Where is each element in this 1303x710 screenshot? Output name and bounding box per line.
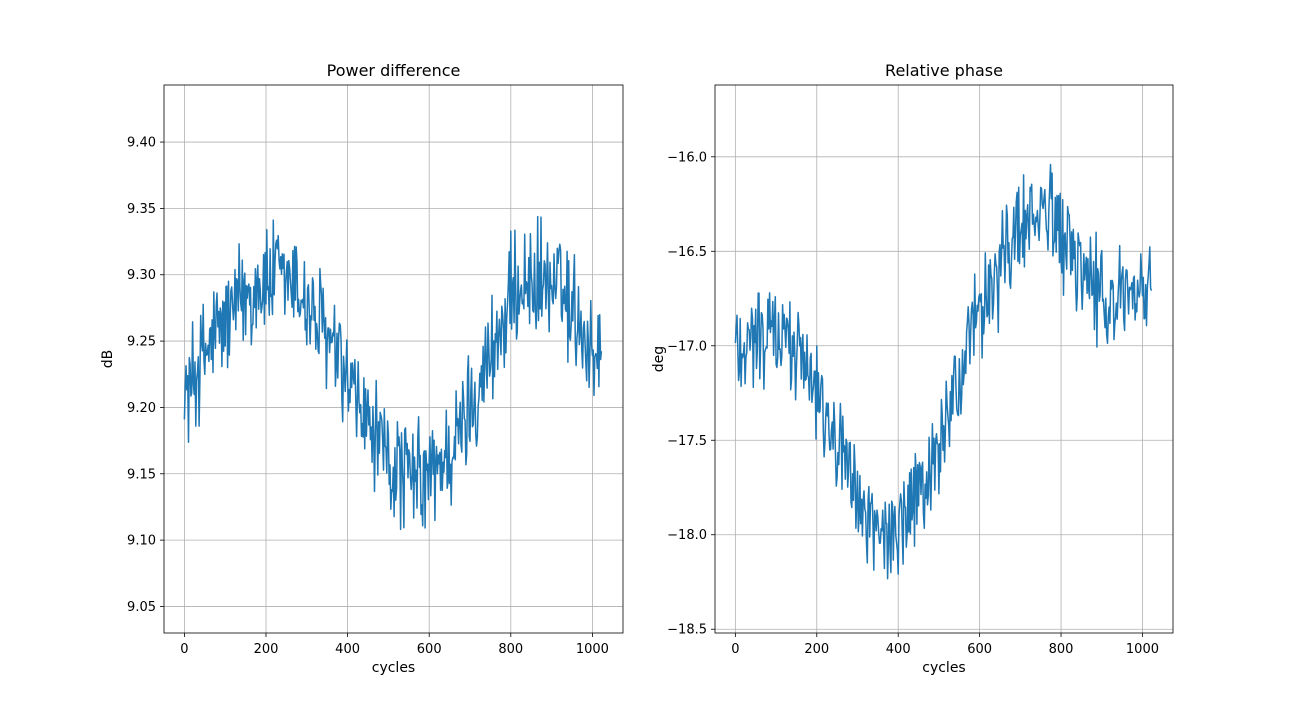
y-tick-label: −18.0 <box>667 528 707 543</box>
y-tick-label: −16.0 <box>667 150 707 165</box>
x-tick-label: 800 <box>498 642 523 657</box>
x-tick-label: 0 <box>180 642 188 657</box>
axes-frame <box>163 84 624 634</box>
y-tick-label: 9.40 <box>127 136 156 151</box>
y-axis-label: dB <box>100 350 116 369</box>
y-tick-label: −18.5 <box>667 623 707 638</box>
data-series-line <box>734 163 1153 580</box>
x-axis-label: cycles <box>922 660 965 676</box>
chart-title: Relative phase <box>885 61 1003 80</box>
y-tick-label: −17.5 <box>667 434 707 449</box>
plot-area <box>183 215 603 531</box>
x-tick-label: 200 <box>804 642 829 657</box>
x-tick-label: 400 <box>886 642 911 657</box>
chart-title: Power difference <box>327 61 461 80</box>
y-tick-label: −16.5 <box>667 245 707 260</box>
power-difference-chart: 0 200 400 600 800 1000 9.05 9.10 9.15 9.20 9.25 9.3… <box>100 61 624 676</box>
y-tick-label: 9.10 <box>127 534 156 549</box>
y-tick-label: 9.15 <box>127 467 156 482</box>
y-tick-label: 9.05 <box>127 600 156 615</box>
plot-area <box>734 163 1153 580</box>
x-axis-label: cycles <box>372 660 415 676</box>
y-tick-label: 9.20 <box>127 401 156 416</box>
x-tick-label: 600 <box>417 642 442 657</box>
relative-phase-chart: 0 200 400 600 800 1000 −18.5 −18.0 −17.5 −17.0 −16… <box>651 61 1174 676</box>
x-tick-label: 1000 <box>576 642 609 657</box>
x-tick-label: 800 <box>1049 642 1074 657</box>
y-tick-label: 9.25 <box>127 335 156 350</box>
x-tick-label: 200 <box>254 642 279 657</box>
x-tick-label: 600 <box>967 642 992 657</box>
x-tick-label: 0 <box>731 642 739 657</box>
data-series-line <box>183 215 603 531</box>
axis-ticks: 0 200 400 600 800 1000 9.05 9.10 9.15 9.20 9.25 9.3… <box>127 136 609 657</box>
y-tick-label: 9.30 <box>127 268 156 283</box>
x-tick-label: 400 <box>335 642 360 657</box>
x-tick-label: 1000 <box>1126 642 1159 657</box>
y-tick-label: −17.0 <box>667 339 707 354</box>
y-tick-label: 9.35 <box>127 202 156 217</box>
axes-frame <box>714 84 1174 634</box>
y-axis-label: deg <box>651 346 667 372</box>
axis-ticks: 0 200 400 600 800 1000 −18.5 −18.0 −17.5 −17.0 −16… <box>667 150 1159 657</box>
